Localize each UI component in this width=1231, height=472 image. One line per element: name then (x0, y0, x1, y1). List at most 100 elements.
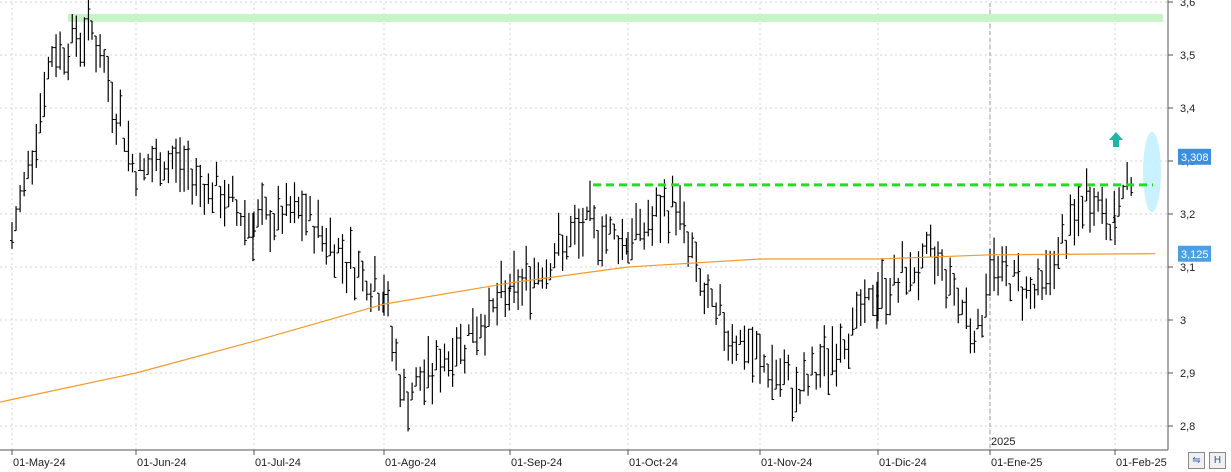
ohlc-bar (1096, 191, 1101, 212)
ohlc-bar (620, 218, 625, 260)
ohlc-bar (920, 243, 925, 269)
ohlc-bar (90, 20, 94, 40)
ohlc-bar (1076, 185, 1081, 237)
ohlc-bar (38, 93, 43, 134)
y-tick-label: 3,1 (1180, 262, 1195, 274)
ohlc-bar (418, 366, 423, 391)
x-tick-label: 01-Oct-24 (629, 457, 678, 469)
ohlc-bar (884, 277, 889, 325)
ohlc-bar (670, 175, 675, 208)
ohlc-bar (734, 335, 739, 361)
ohlc-bar (178, 137, 183, 193)
ohlc-bar (312, 225, 317, 254)
ohlc-bar (1068, 194, 1073, 236)
ohlc-bar (646, 199, 651, 237)
ohlc-bar (376, 292, 381, 311)
x-tick-label: 01-Dic-24 (879, 457, 927, 469)
ohlc-bar (446, 351, 451, 377)
ohlc-bar (356, 250, 361, 278)
ohlc-bar (182, 145, 187, 192)
y-tick-label: 3,4 (1180, 103, 1195, 115)
ohlc-bar (1056, 237, 1061, 269)
ohlc-bar (912, 267, 917, 284)
ohlc-bar (584, 206, 589, 221)
ohlc-bar (190, 168, 195, 205)
ohlc-bar (98, 34, 103, 68)
ohlc-bar (604, 214, 609, 254)
ohlc-bar (454, 327, 459, 367)
ohlc-bar (642, 222, 647, 250)
ohlc-bar (786, 354, 791, 381)
ohlc-bar (560, 234, 565, 271)
ohlc-bar (360, 260, 365, 292)
ohlc-bar (462, 344, 467, 374)
ohlc-bar (503, 280, 508, 318)
ohlc-bar (706, 274, 710, 309)
ohlc-bar (984, 273, 989, 318)
ohlc-bar (242, 200, 247, 246)
ohlc-bar (738, 329, 743, 346)
ohlc-bar (402, 368, 406, 401)
y-tick-label: 3,6 (1180, 0, 1195, 9)
ohlc-bar (272, 213, 277, 241)
ohlc-bar (746, 328, 751, 364)
ohlc-bar (782, 349, 787, 386)
ohlc-bar (524, 245, 529, 291)
ohlc-bar (238, 212, 243, 226)
h-box-icon[interactable]: H (1209, 452, 1226, 469)
ohlc-bar (458, 323, 463, 364)
moving-average-label-text: 3,125 (1181, 249, 1209, 261)
scroll-arrows-icon[interactable]: ⇋ (1188, 452, 1205, 469)
ohlc-bar (50, 46, 54, 67)
ohlc-bar (936, 241, 940, 277)
ohlc-bar (850, 307, 855, 336)
ohlc-bar (491, 298, 496, 313)
ohlc-bar (854, 291, 859, 329)
highlight-ellipse (1143, 132, 1161, 212)
ohlc-bar (702, 282, 707, 315)
ohlc-bar (568, 215, 573, 248)
ohlc-bar (296, 196, 301, 219)
ohlc-bar (30, 150, 35, 185)
ohlc-bar (866, 288, 871, 301)
ohlc-bar (256, 199, 261, 228)
ohlc-bar (1044, 249, 1049, 295)
ohlc-bar (1040, 270, 1045, 301)
x-tick-label: 01-Sep-24 (511, 457, 562, 469)
ohlc-bar (956, 287, 961, 324)
ohlc-bar (394, 338, 399, 371)
ohlc-bar (58, 31, 63, 70)
ohlc-bar (960, 299, 965, 316)
up-arrow-icon (1109, 132, 1123, 147)
ohlc-bar (678, 185, 683, 230)
ohlc-bar (54, 34, 59, 78)
ohlc-bar (328, 217, 333, 257)
ohlc-bar (110, 81, 115, 133)
ohlc-bar (276, 185, 281, 231)
ohlc-bar (830, 326, 835, 376)
ohlc-bar (596, 229, 601, 266)
ohlc-bar (308, 195, 313, 222)
ohlc-bar (588, 180, 592, 222)
ohlc-bar (74, 15, 79, 57)
ohlc-bar (390, 325, 395, 362)
ohlc-bar (507, 286, 512, 311)
x-tick-label: 01-Ene-25 (991, 457, 1042, 469)
ohlc-bar (138, 152, 143, 172)
ohlc-bar (1100, 186, 1105, 224)
ohlc-bar (1048, 250, 1053, 296)
ohlc-bar (698, 268, 703, 296)
ohlc-bar (1004, 246, 1009, 287)
ohlc-bar (838, 323, 843, 363)
ohlc-bar (246, 212, 251, 239)
ohlc-bar (218, 185, 223, 219)
ohlc-bar (78, 32, 83, 67)
ohlc-bar (654, 187, 659, 217)
ohlc-bar (1036, 258, 1040, 296)
ohlc-bar (304, 193, 309, 236)
ohlc-bar (940, 249, 945, 281)
top-resistance-band (68, 13, 1163, 22)
ohlc-bar (992, 237, 997, 292)
ohlc-bar (226, 183, 231, 208)
ohlc-bar (822, 325, 827, 377)
